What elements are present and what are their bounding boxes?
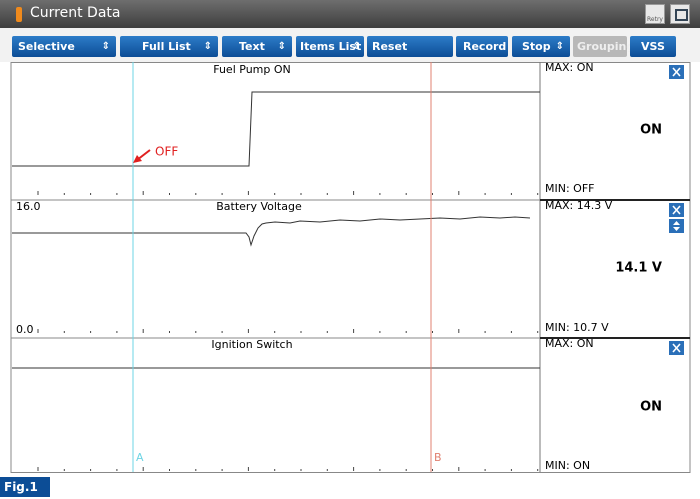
- button-label: Items List: [300, 40, 362, 53]
- dropdown-arrow: ⇕: [203, 41, 212, 52]
- trace: [12, 216, 531, 247]
- graph-title: Fuel Pump ON: [213, 63, 291, 76]
- graph-area: A B OFF Fuel Pump ON Battery Voltage Ign…: [10, 62, 691, 473]
- graph-title: Ignition Switch: [211, 338, 292, 351]
- dropdown-arrow: ⇕: [277, 41, 286, 52]
- title-bar: Current Data Retry: [0, 0, 700, 28]
- annotation: OFF: [155, 145, 178, 159]
- window-title: Current Data: [30, 5, 121, 21]
- panel-frame: [10, 62, 691, 473]
- current-value: ON: [640, 123, 662, 138]
- toolbar-button: Grouping: [573, 36, 634, 57]
- toolbar-button[interactable]: Stop ⇕: [512, 36, 570, 57]
- app-icon: [16, 7, 22, 22]
- toolbar-button[interactable]: Record: [456, 36, 508, 57]
- toolbar-button[interactable]: Full List ⇕: [120, 36, 218, 57]
- dropdown-arrow: ⇕: [352, 41, 361, 52]
- figure-label: Fig.1: [0, 477, 50, 497]
- min-value: MIN: OFF: [545, 182, 594, 195]
- button-label: Full List: [142, 40, 191, 53]
- max-value: MAX: ON: [545, 337, 594, 350]
- dropdown-arrow: ⇕: [555, 41, 564, 52]
- toolbar-button[interactable]: Text ⇕: [222, 36, 292, 57]
- retry-button[interactable]: Retry: [645, 4, 665, 24]
- annotation-arrowhead: [133, 155, 142, 163]
- button-label: Record: [463, 40, 507, 53]
- scale-top: 16.0: [16, 200, 41, 213]
- max-value: MAX: ON: [545, 62, 594, 74]
- min-value: MIN: 10.7 V: [545, 321, 609, 334]
- toolbar-button[interactable]: Reset Min.Max: [367, 36, 453, 74]
- close-button[interactable]: [669, 203, 684, 217]
- move-button[interactable]: [669, 219, 684, 233]
- toolbar-button[interactable]: VSS: [630, 36, 676, 57]
- trace: [12, 91, 540, 167]
- cursor-label: B: [434, 451, 442, 464]
- close-button[interactable]: [669, 341, 684, 355]
- button-label: VSS: [641, 40, 665, 53]
- min-value: MIN: ON: [545, 459, 590, 472]
- button-label: Stop: [522, 40, 551, 53]
- max-value: MAX: 14.3 V: [545, 199, 613, 212]
- current-value: 14.1 V: [615, 261, 662, 276]
- close-button[interactable]: [669, 65, 684, 79]
- window-button[interactable]: [670, 4, 690, 24]
- cursor-label: A: [136, 451, 144, 464]
- current-value: ON: [640, 400, 662, 415]
- toolbar: Selective Display⇕ Full List ⇕ Text ⇕ Item…: [0, 28, 700, 74]
- scale-bottom: 0.0: [16, 323, 34, 336]
- dropdown-arrow: ⇕: [101, 41, 110, 52]
- toolbar-button[interactable]: Items List ⇕: [296, 36, 364, 57]
- toolbar-button[interactable]: Selective Display⇕: [12, 36, 116, 74]
- tick-row: [37, 191, 539, 471]
- button-label: Text: [239, 40, 265, 53]
- graph-title: Battery Voltage: [216, 200, 302, 213]
- button-label: Grouping: [577, 40, 635, 53]
